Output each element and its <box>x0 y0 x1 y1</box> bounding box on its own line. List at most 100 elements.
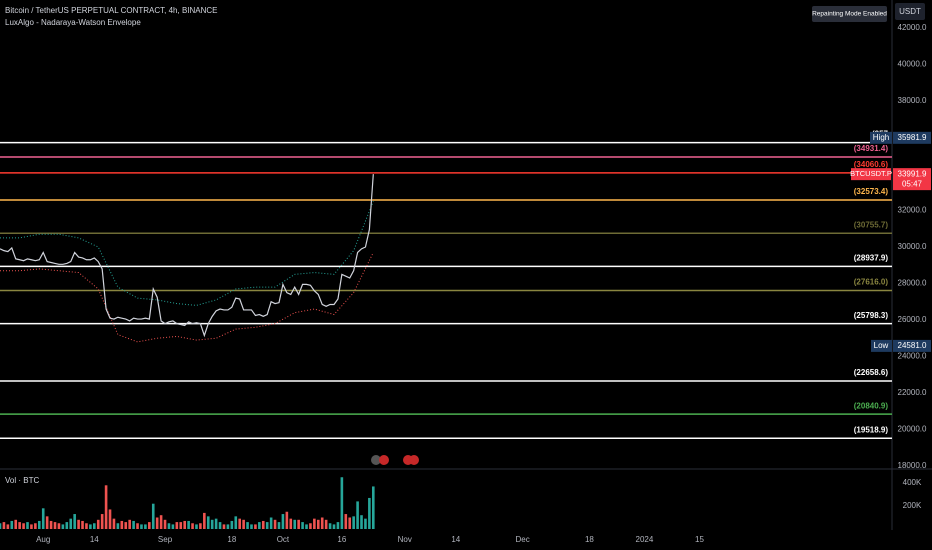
volume-bar <box>281 514 285 529</box>
volume-bar <box>69 518 73 529</box>
volume-bar <box>61 524 65 529</box>
volume-bar <box>22 523 25 529</box>
volume-bar <box>265 522 269 529</box>
x-tick-label: 16 <box>337 535 346 544</box>
x-tick-label: 18 <box>585 535 594 544</box>
volume-bar <box>305 524 308 529</box>
indicator-title: LuxAlgo - Nadaraya-Watson Envelope <box>5 18 141 27</box>
level-label-bg <box>852 253 890 264</box>
price-line <box>0 174 374 338</box>
volume-bar <box>258 522 261 529</box>
volume-bar <box>6 524 10 529</box>
high-tag: High <box>873 133 889 142</box>
event-icon[interactable] <box>371 455 381 465</box>
volume-bar <box>214 518 218 529</box>
volume-bar <box>104 485 108 529</box>
event-icons[interactable] <box>371 455 419 465</box>
level-label-bg <box>852 187 890 198</box>
volume-bar <box>332 524 336 529</box>
x-tick-label: Oct <box>277 535 290 544</box>
volume-bar <box>96 519 100 529</box>
currency[interactable]: USDT <box>899 7 921 16</box>
volume-bar <box>320 517 324 529</box>
volume-bar <box>218 522 222 529</box>
volume-bar <box>226 524 230 529</box>
level-label-bg <box>852 277 890 288</box>
volume-bar <box>199 523 202 529</box>
high-tag-bg <box>870 131 892 144</box>
low-tag-bg <box>871 339 892 352</box>
symbol-tag-bg <box>851 168 891 181</box>
volume-bar <box>187 520 190 529</box>
volume-bar <box>313 518 316 529</box>
currency-bg[interactable] <box>895 3 925 20</box>
level-label: (30755.7) <box>854 220 889 229</box>
level-label: (19518.9) <box>854 425 889 434</box>
volume-bar <box>238 518 242 529</box>
high-price-bg <box>893 131 931 144</box>
volume-bar <box>93 523 96 529</box>
volume-bar <box>179 522 183 529</box>
volume-bar <box>206 516 210 529</box>
x-tick-label: 2024 <box>636 535 654 544</box>
volume-bar <box>175 522 179 529</box>
volume-bar <box>368 497 371 529</box>
event-icon[interactable] <box>379 455 389 465</box>
countdown: 05:47 <box>902 179 923 188</box>
volume-bar <box>159 515 163 529</box>
level-label: (32573.4) <box>854 187 889 196</box>
low-tag: Low <box>874 341 889 350</box>
volume-bar <box>49 520 53 529</box>
volume-bar <box>81 520 84 529</box>
level-label-bg <box>852 220 890 231</box>
high-price: 35981.9 <box>898 133 927 142</box>
x-tick-label: Aug <box>36 535 50 544</box>
event-icon[interactable] <box>409 455 419 465</box>
level-label-bg <box>852 143 890 154</box>
volume-bar <box>309 523 312 529</box>
volume-bar <box>191 523 194 529</box>
x-tick-label: Sep <box>158 535 173 544</box>
volume-bar <box>203 512 206 529</box>
volume-bar <box>140 524 143 529</box>
volume-bar <box>250 524 253 529</box>
volume-bar <box>277 522 281 529</box>
x-tick-label: 18 <box>227 535 236 544</box>
volume-bar <box>18 522 21 529</box>
level-label: (22658.6) <box>854 368 889 377</box>
volume-bar <box>57 523 61 529</box>
volume-bar <box>289 518 293 529</box>
last-price: 33991.9 <box>898 169 927 178</box>
volume-bar <box>10 520 14 529</box>
volume-bar <box>269 517 273 529</box>
volume-tick-label: 400K <box>903 478 922 487</box>
price-tag-bg <box>893 168 931 191</box>
volume-bar <box>124 522 128 529</box>
y-tick-label: 38000.0 <box>898 96 927 105</box>
volume-bar <box>242 519 245 529</box>
volume-bar <box>285 511 289 529</box>
volume-bar <box>2 522 6 529</box>
volume-bar <box>85 523 88 529</box>
volume-bar <box>183 520 186 529</box>
level-label-bg <box>852 367 890 378</box>
volume-bar <box>116 523 120 529</box>
x-tick-label: 14 <box>90 535 99 544</box>
volume-bar <box>324 519 328 529</box>
level-label: (20840.9) <box>854 401 889 410</box>
volume-bar <box>155 517 159 529</box>
volume-bar <box>148 522 151 529</box>
volume-bar <box>100 514 104 529</box>
symbol-title: Bitcoin / TetherUS PERPETUAL CONTRACT, 4… <box>5 6 218 15</box>
y-tick-label: 18000.0 <box>898 461 927 470</box>
y-tick-label: 30000.0 <box>898 242 927 251</box>
volume-bar <box>356 501 359 529</box>
y-tick-label: 28000.0 <box>898 279 927 288</box>
x-tick-label: Nov <box>398 535 412 544</box>
volume-bar <box>30 524 33 529</box>
volume-bar <box>210 519 214 529</box>
level-label: (34060.6) <box>854 160 889 169</box>
volume-bar <box>112 518 116 529</box>
volume-bar <box>26 522 29 529</box>
